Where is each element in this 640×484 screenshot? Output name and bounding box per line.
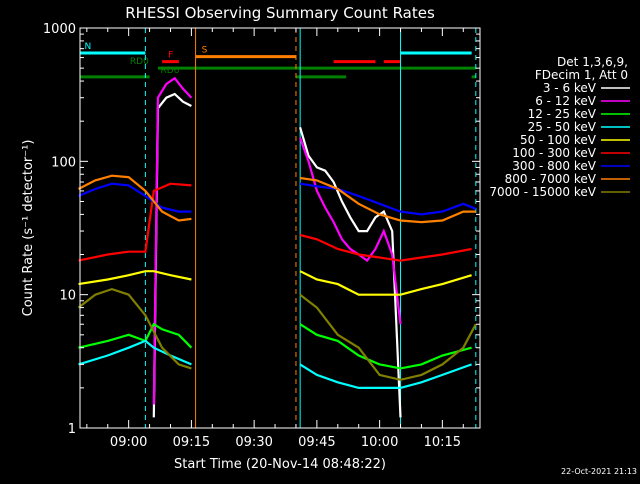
series-line-2 — [78, 322, 472, 370]
series-line-8 — [77, 287, 477, 381]
mode-lines — [144, 28, 477, 428]
legend-label-5: 100 - 300 keV — [512, 146, 596, 160]
legend-label-0: 3 - 6 keV — [543, 81, 597, 95]
x-tick-label-5: 10:15 — [424, 435, 461, 450]
x-tick-label-1: 09:15 — [173, 435, 210, 450]
legend: Det 1,3,6,9, FDecim 1, Att 0 3 - 6 keV6 … — [489, 55, 630, 199]
x-tick-label-0: 09:00 — [110, 435, 147, 450]
legend-label-7: 800 - 7000 keV — [505, 172, 597, 186]
series-line-4 — [78, 270, 472, 296]
series-lines — [77, 76, 477, 418]
legend-header-line-2: FDecim 1, Att 0 — [535, 68, 628, 82]
y-tick-label-1: 10 — [59, 289, 76, 304]
chart-title: RHESSI Observing Summary Count Rates — [125, 4, 435, 22]
x-axis-label: Start Time (20-Nov-14 08:48:22) — [174, 457, 386, 472]
series-line-7 — [77, 174, 476, 224]
flag-label-rd6: RD6 — [160, 66, 179, 76]
plot-frame — [79, 27, 481, 429]
legend-label-6: 300 - 800 keV — [512, 159, 596, 173]
y-axis-label: Count Rate (s⁻¹ detector⁻¹) — [21, 140, 36, 317]
series-line-6 — [78, 182, 477, 216]
legend-label-2: 12 - 25 keV — [528, 107, 597, 121]
legend-label-8: 7000 - 15000 keV — [489, 185, 596, 199]
x-tick-label-3: 09:45 — [298, 435, 335, 450]
generation-timestamp: 22-Oct-2021 21:13 — [561, 467, 637, 476]
y-tick-label-3: 1000 — [43, 22, 76, 37]
x-tick-label-2: 09:30 — [235, 435, 272, 450]
flag-label-n: N — [84, 42, 91, 52]
flag-label-s: S — [202, 46, 208, 56]
axes: 09:00 09:15 09:30 09:45 10:00 10:15 1 10 100 1000 — [43, 22, 480, 450]
series-line-5 — [78, 182, 472, 262]
legend-label-3: 25 - 50 keV — [528, 120, 597, 134]
y-tick-label-0: 1 — [68, 422, 76, 437]
flag-label-rd0: RD0 — [130, 57, 149, 67]
legend-header-line-1: Det 1,3,6,9, — [557, 55, 628, 69]
legend-label-4: 50 - 100 keV — [520, 133, 597, 147]
x-tick-label-4: 10:00 — [361, 435, 398, 450]
flag-label-f: F — [168, 51, 173, 61]
y-tick-label-2: 100 — [51, 155, 76, 170]
flag-bars: N S F RD0 RD6 — [80, 42, 476, 79]
series-line-1 — [152, 76, 402, 405]
legend-label-1: 6 - 12 keV — [535, 94, 597, 108]
